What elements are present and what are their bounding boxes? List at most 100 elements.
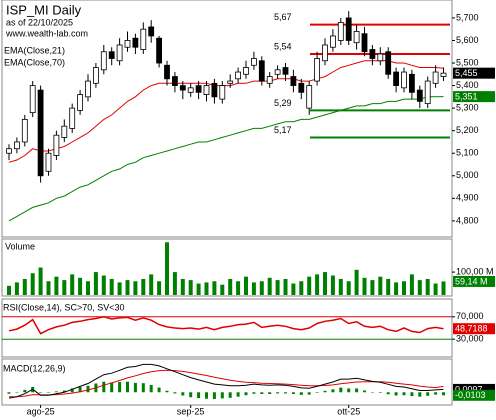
- macd-histogram: [189, 392, 193, 398]
- candle-body: [132, 37, 139, 48]
- candle-body: [37, 89, 44, 177]
- volume-bar: [370, 280, 375, 295]
- macd-histogram: [7, 392, 11, 394]
- volume-bar: [70, 274, 75, 295]
- macd-histogram: [173, 392, 177, 394]
- macd-histogram: [299, 392, 303, 395]
- candle-body: [424, 80, 431, 105]
- volume-bar: [141, 278, 146, 295]
- macd-histogram: [228, 392, 232, 398]
- macd-histogram: [157, 387, 161, 393]
- y-tick-label: 5,200: [456, 125, 479, 135]
- ema-line: [8, 60, 444, 163]
- candle-body: [250, 58, 257, 66]
- candle-body: [243, 67, 249, 75]
- value-box-label: 59,14 M: [455, 276, 488, 286]
- macd-histogram: [212, 392, 216, 400]
- volume-bar: [386, 278, 391, 295]
- y-tick-label: 5,600: [456, 35, 479, 45]
- macd-histogram: [54, 391, 58, 393]
- panel-title: Volume: [5, 241, 35, 251]
- macd-histogram: [118, 382, 122, 393]
- volume-bar: [251, 282, 256, 295]
- volume-bar: [109, 278, 114, 295]
- volume-bar: [330, 275, 335, 295]
- signal-line: [9, 369, 444, 398]
- volume-bar: [433, 283, 438, 295]
- volume-bar: [323, 272, 327, 295]
- y-tick-label: 100,00 M: [456, 266, 494, 276]
- y-tick-label: 5,000: [456, 170, 479, 180]
- legend-entry: EMA(Close,70): [4, 57, 65, 67]
- volume-bar: [259, 281, 264, 295]
- panel-frame: [1, 298, 453, 358]
- candle-body: [93, 67, 99, 84]
- candle-body: [361, 33, 368, 53]
- volume-bar: [228, 278, 233, 295]
- candle-body: [108, 51, 115, 59]
- macd-histogram: [386, 392, 390, 395]
- macd-histogram: [402, 392, 406, 396]
- candle-body: [187, 87, 194, 93]
- macd-histogram: [102, 381, 106, 393]
- macd-histogram: [220, 392, 224, 399]
- macd-histogram: [181, 392, 185, 396]
- volume-bar: [180, 278, 185, 295]
- macd-histogram: [70, 388, 74, 393]
- macd-histogram: [149, 384, 153, 393]
- macd-histogram: [418, 392, 422, 397]
- macd-histogram: [197, 392, 201, 399]
- candle-body: [385, 51, 392, 75]
- volume-bar: [165, 242, 169, 295]
- candle-body: [440, 72, 447, 77]
- candle-body: [306, 85, 313, 109]
- value-box-label: 48,7188: [455, 324, 488, 334]
- macd-histogram: [363, 390, 366, 393]
- volume-bar: [362, 277, 367, 295]
- candle-body: [432, 71, 439, 84]
- y-tick-label: 5,100: [456, 148, 479, 158]
- candle-body: [258, 60, 265, 82]
- macd-histogram: [370, 391, 374, 393]
- macd-histogram: [110, 382, 114, 393]
- candle-body: [337, 22, 344, 41]
- level-label: 5,17: [274, 125, 292, 135]
- volume-bar: [46, 281, 51, 295]
- candle-body: [377, 53, 384, 62]
- macd-histogram: [252, 392, 256, 394]
- candle-body: [53, 134, 60, 156]
- macd-histogram: [276, 392, 280, 394]
- candle-body: [353, 31, 360, 44]
- candle-body: [227, 80, 234, 84]
- value-box: [453, 323, 495, 335]
- level-label: 5,67: [274, 12, 292, 22]
- candle-body: [100, 51, 107, 71]
- candle-body: [69, 107, 76, 129]
- volume-bar: [291, 283, 296, 295]
- macd-histogram: [126, 381, 129, 393]
- subtitle: as of 22/10/2025: [6, 17, 73, 27]
- candle-body: [85, 80, 91, 98]
- macd-line: [8, 363, 444, 399]
- macd-histogram: [307, 392, 311, 395]
- candle-body: [345, 17, 352, 41]
- macd-histogram: [355, 388, 359, 393]
- volume-bar: [101, 275, 106, 295]
- macd-histogram: [23, 389, 27, 393]
- volume-bar: [307, 276, 312, 295]
- candle-body: [77, 94, 83, 111]
- volume-bar: [425, 278, 430, 295]
- volume-bar: [394, 282, 399, 295]
- candle-body: [235, 71, 242, 80]
- ema-line: [8, 96, 444, 222]
- volume-bar: [402, 281, 406, 295]
- candle-body: [13, 141, 20, 150]
- macd-histogram: [62, 390, 66, 393]
- candle-body: [282, 67, 289, 75]
- volume-bar: [22, 278, 27, 295]
- macd-histogram: [260, 392, 264, 395]
- volume-bar: [54, 276, 59, 295]
- volume-bar: [133, 281, 138, 295]
- volume-bar: [441, 281, 446, 295]
